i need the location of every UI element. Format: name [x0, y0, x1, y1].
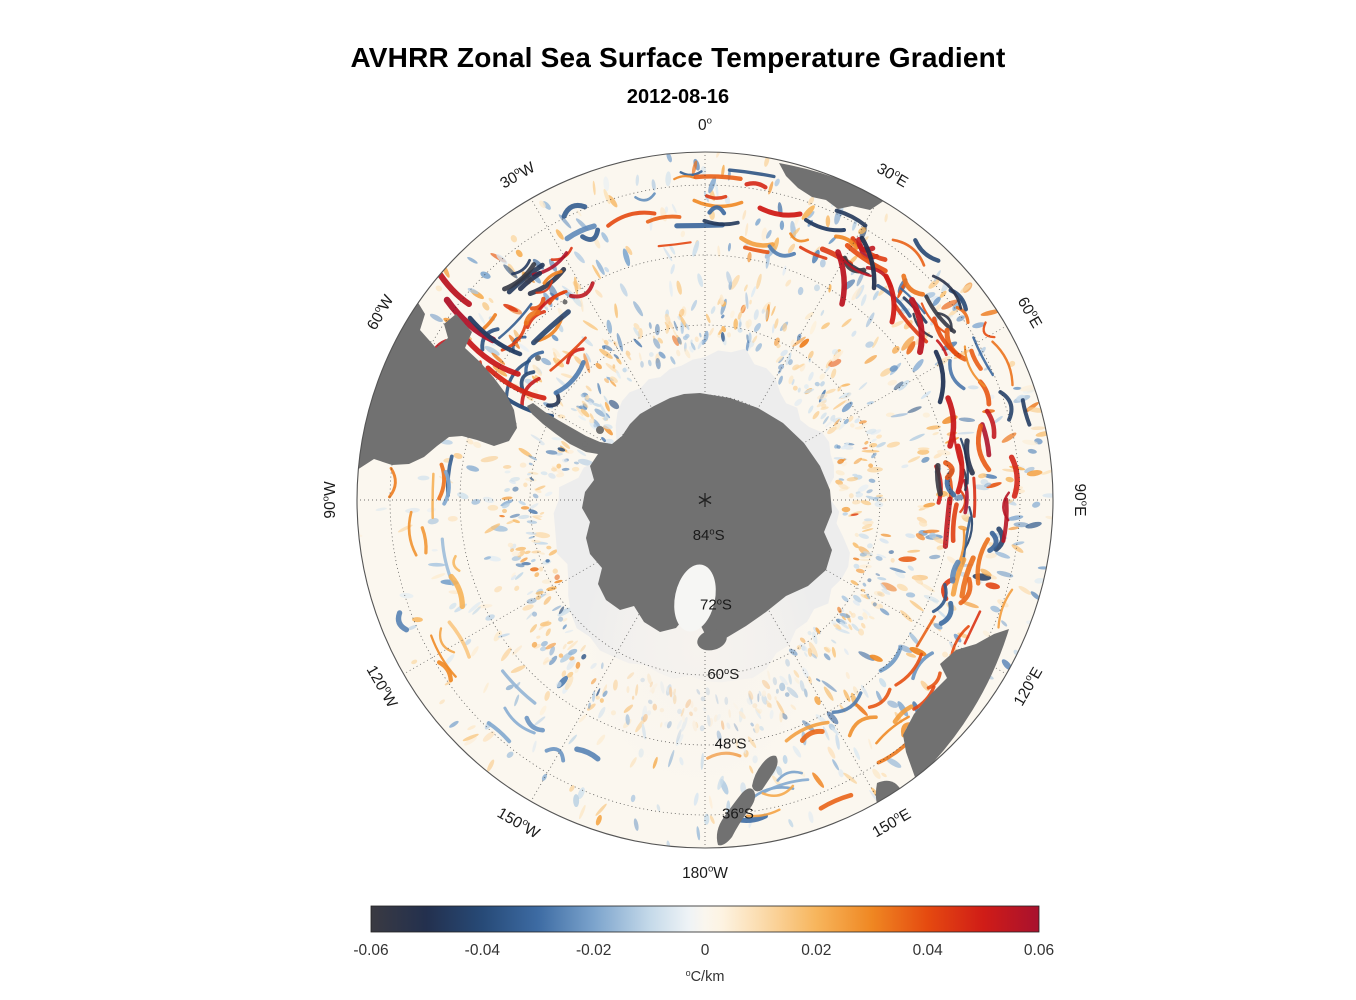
frontal-filaments-layer: [388, 168, 1032, 823]
colorbar-tick-label: -0.04: [465, 942, 501, 959]
colorbar-gradient-bar: [370, 905, 1040, 933]
lat-label: 36oS: [722, 805, 754, 822]
colorbar-tick-label: 0.04: [913, 942, 944, 959]
lat-label: 84oS: [693, 527, 725, 544]
lon-label: 120oE: [1009, 664, 1046, 709]
lon-label: 180oW: [682, 863, 728, 882]
map-clipped-content: [357, 152, 1053, 848]
australia-landmass: [903, 629, 1009, 780]
lon-label: 30oE: [874, 159, 912, 192]
colorbar-unit-label: oC/km: [686, 968, 725, 985]
lon-label: 150oE: [869, 804, 914, 841]
lon-label: 0o: [698, 115, 712, 134]
lon-label: 150oW: [494, 803, 543, 842]
lon-label: 60oE: [1014, 293, 1047, 331]
new-zealand-south-island: [716, 788, 756, 846]
figure-date-subtitle: 2012-08-16: [626, 86, 730, 108]
south-pole-marker: [698, 493, 712, 507]
colorbar-tick-label: 0.02: [801, 942, 831, 959]
lon-label: 90oW: [320, 481, 339, 519]
lon-label: 120oW: [363, 662, 402, 711]
lon-label: 90oE: [1071, 484, 1090, 517]
colorbar: -0.06 -0.04 -0.02 0 0.02 0.04 0.06 oC/km: [353, 905, 1054, 985]
africa-landmass: [779, 163, 885, 210]
lat-label: 72oS: [700, 596, 732, 613]
lon-label: 30oW: [497, 157, 539, 192]
colorbar-tick-label: -0.02: [576, 942, 611, 959]
lat-label: 60oS: [707, 666, 739, 683]
colorbar-tick-label: 0: [701, 942, 710, 959]
figure-title: AVHRR Zonal Sea Surface Temperature Grad…: [350, 42, 1006, 73]
colorbar-tick-label: 0.06: [1024, 942, 1054, 959]
colorbar-tick-label: -0.06: [353, 942, 388, 959]
new-zealand-north-island: [752, 755, 778, 792]
antarctica-landmass: [527, 393, 832, 640]
map-disk-layer: [357, 152, 1053, 848]
lat-label: 48oS: [715, 736, 747, 753]
lon-label: 60oW: [362, 291, 397, 333]
